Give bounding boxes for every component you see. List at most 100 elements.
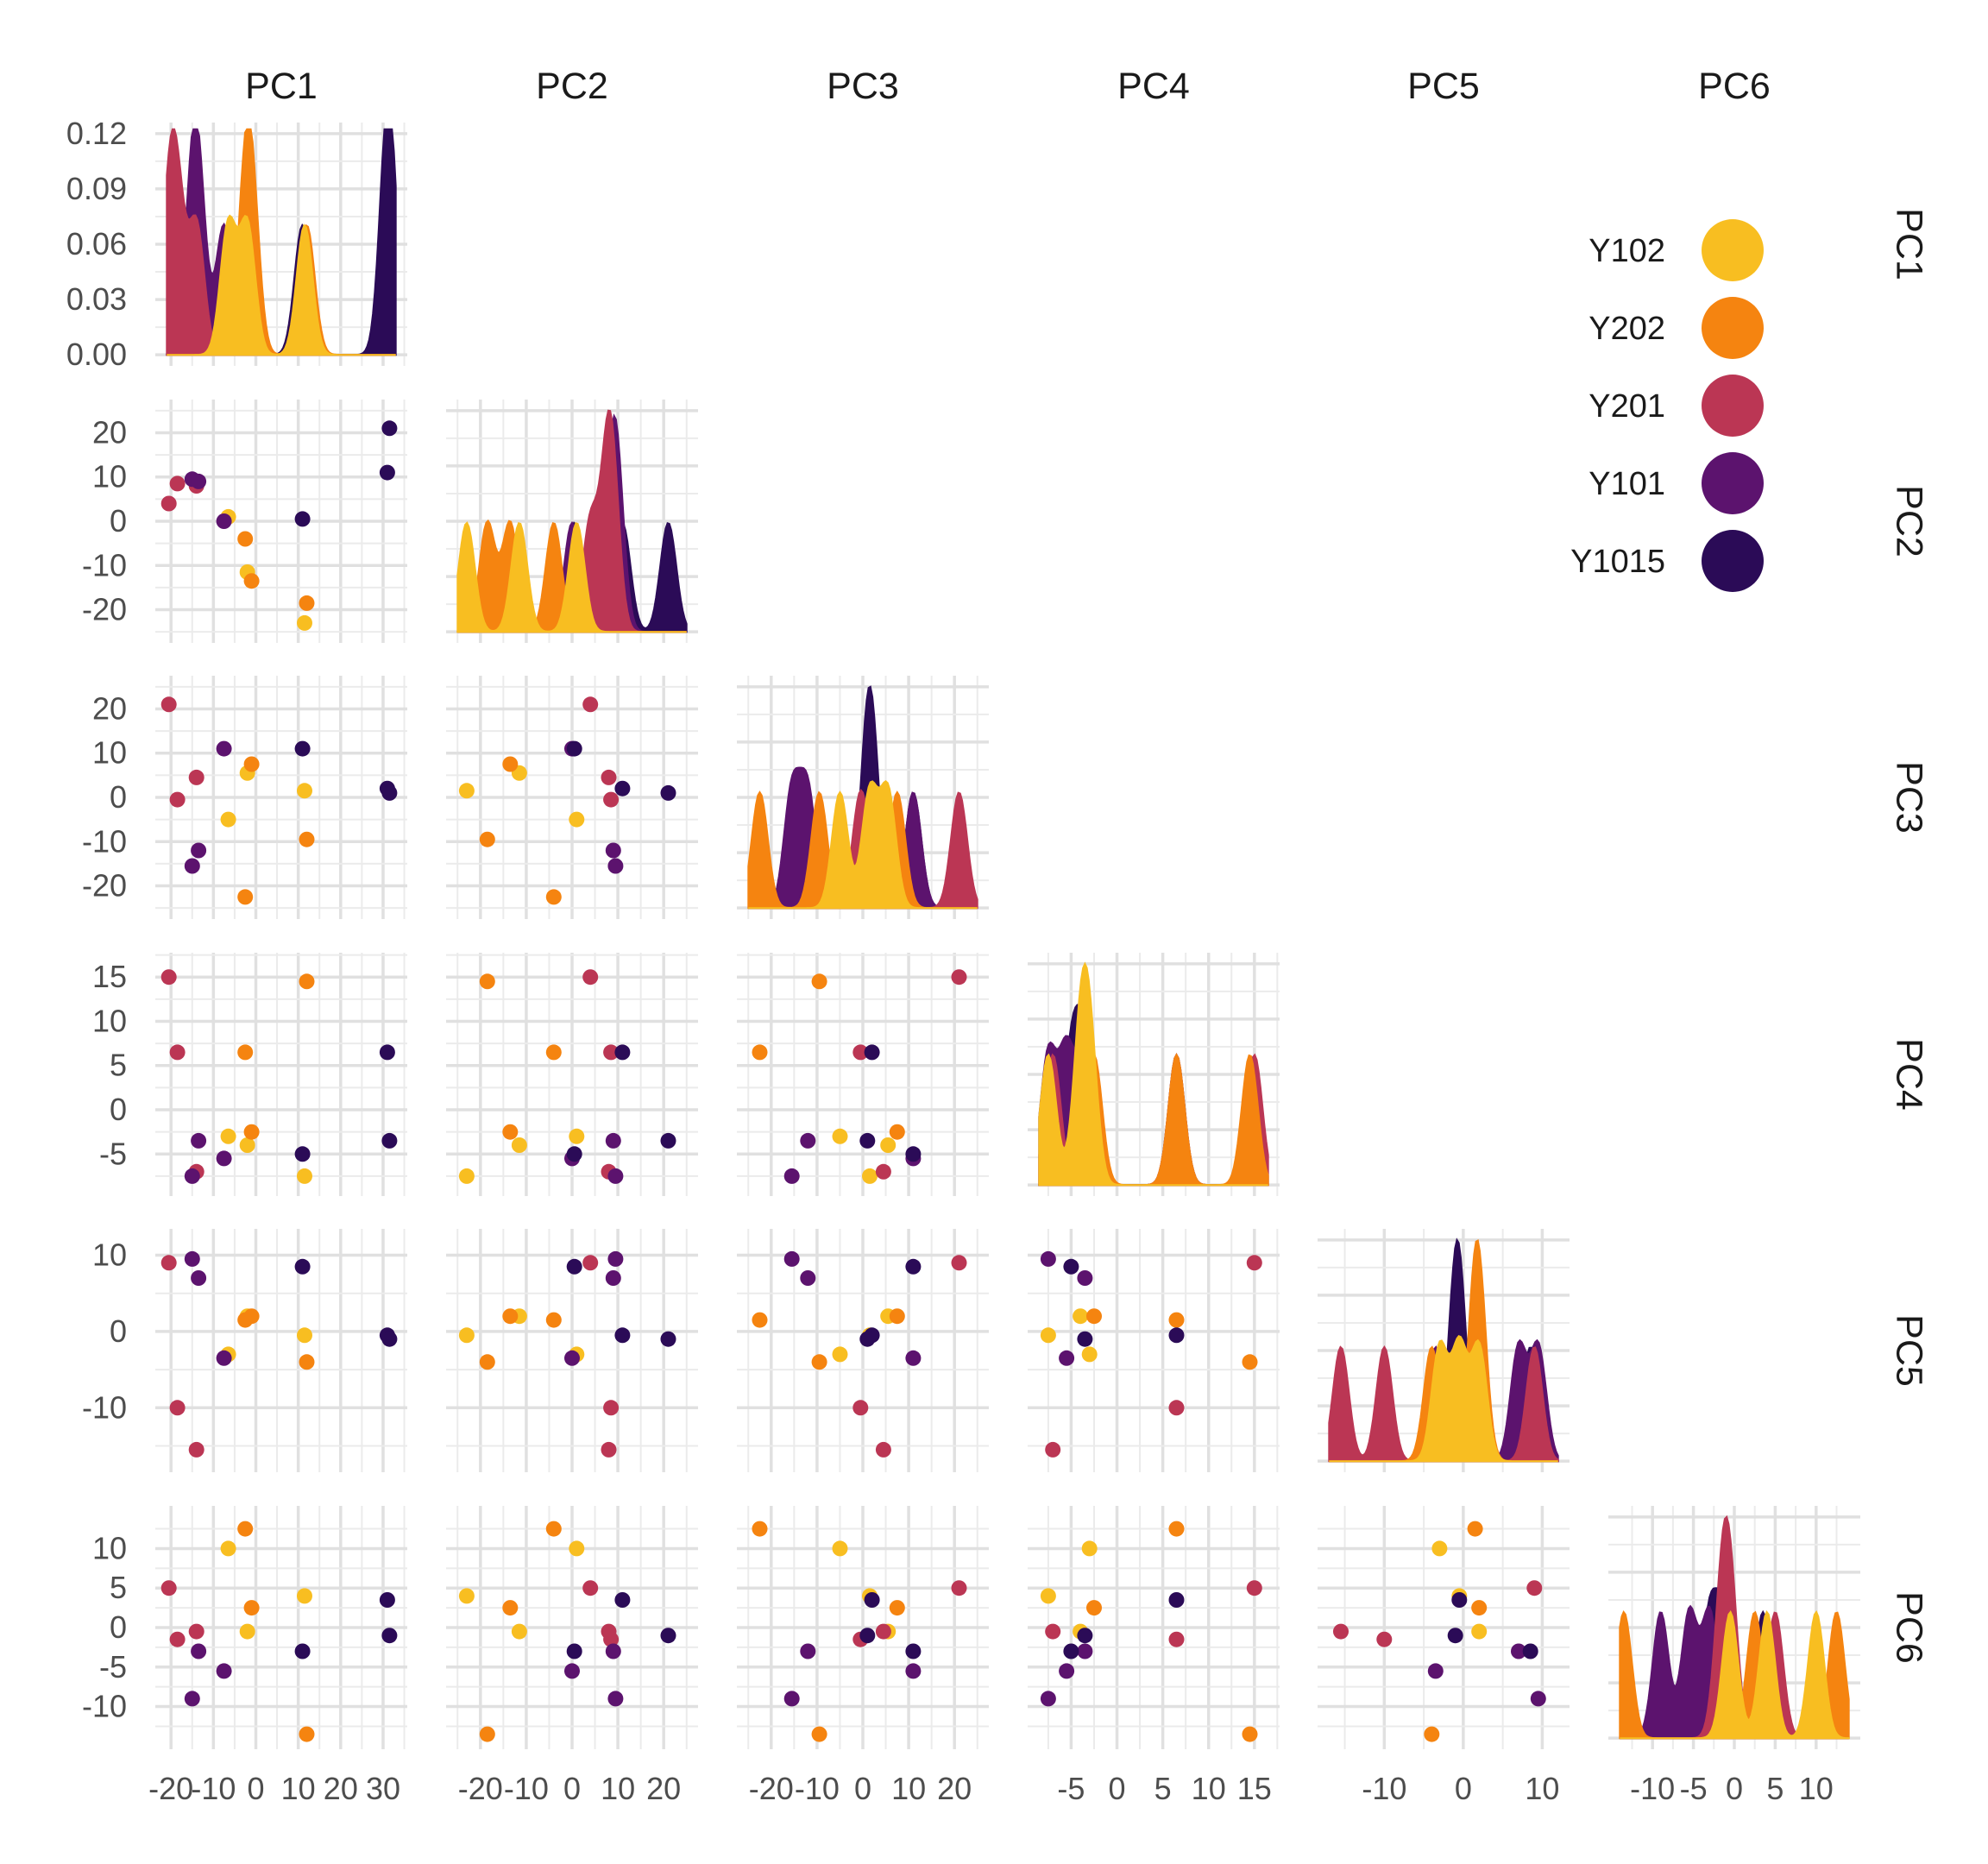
x-tick-label: -10 xyxy=(191,1771,236,1806)
point-layer xyxy=(458,1250,676,1458)
point-y1015 xyxy=(1077,1331,1093,1347)
point-y1015 xyxy=(381,784,398,801)
y-tick-label: 0.12 xyxy=(66,116,127,151)
strip-labels: PC1 PC2 PC3 PC4 PC5 PC6 PC1 PC2 PC3 PC4 PC5 PC6 xyxy=(245,66,1929,1664)
point-y202 xyxy=(1242,1354,1258,1370)
legend-key xyxy=(1702,375,1764,437)
point-y101 xyxy=(1059,1350,1075,1366)
y-tick-label: -5 xyxy=(99,1136,127,1171)
gridlines xyxy=(155,676,407,919)
point-y202 xyxy=(752,1044,768,1061)
x-tick-label: 0 xyxy=(247,1771,264,1806)
point-y1015 xyxy=(864,1044,880,1061)
panel-pc5-vs-pc5 xyxy=(1318,1229,1570,1472)
x-tick-label: -10 xyxy=(504,1771,549,1806)
y-tick-label: -10 xyxy=(82,547,127,582)
legend-label: Y1015 xyxy=(1570,544,1665,580)
point-y102 xyxy=(1431,1540,1448,1557)
point-y202 xyxy=(237,889,254,905)
column-strip-pc2: PC2 xyxy=(536,66,608,107)
point-y201 xyxy=(188,1441,204,1458)
point-y101 xyxy=(800,1132,816,1149)
row-strip-pc2: PC2 xyxy=(1889,485,1930,557)
density-layer xyxy=(1328,1237,1559,1463)
point-y102 xyxy=(458,1168,475,1184)
gridlines xyxy=(1028,1229,1280,1472)
point-y202 xyxy=(299,595,315,611)
point-y1015 xyxy=(381,1628,398,1644)
column-strip-pc3: PC3 xyxy=(827,66,899,107)
point-y101 xyxy=(800,1643,816,1659)
point-y102 xyxy=(1073,1308,1089,1325)
point-y101 xyxy=(783,1250,800,1267)
legend-item-y1015: Y1015 xyxy=(1570,530,1764,592)
x-tick-label: 20 xyxy=(646,1771,681,1806)
point-y102 xyxy=(569,1128,585,1144)
gridlines xyxy=(155,1229,407,1472)
point-y1015 xyxy=(864,1592,880,1608)
point-y102 xyxy=(832,1540,848,1557)
density-y102 xyxy=(1620,1610,1850,1740)
point-y202 xyxy=(299,973,315,990)
point-y102 xyxy=(511,1137,527,1153)
point-y201 xyxy=(160,495,177,512)
y-tick-label: 0 xyxy=(110,1313,127,1349)
point-y1015 xyxy=(294,1643,311,1659)
point-y201 xyxy=(582,696,599,713)
x-tick-label: -5 xyxy=(1057,1771,1085,1806)
point-y201 xyxy=(601,769,617,785)
point-y202 xyxy=(752,1521,768,1537)
point-y1015 xyxy=(1451,1592,1468,1608)
point-y101 xyxy=(605,842,621,859)
panel-pc2-vs-pc2 xyxy=(446,400,698,643)
x-tick-label: 0 xyxy=(854,1771,871,1806)
point-y1015 xyxy=(660,784,676,801)
point-y201 xyxy=(852,1044,869,1061)
x-tick-label: -20 xyxy=(458,1771,503,1806)
point-y202 xyxy=(243,1600,260,1616)
point-y201 xyxy=(875,1623,891,1640)
x-tick-label: -20 xyxy=(749,1771,794,1806)
panel-pc1-vs-pc1 xyxy=(155,123,407,366)
legend-key xyxy=(1702,530,1764,592)
point-y102 xyxy=(239,1623,255,1640)
point-y202 xyxy=(545,1521,562,1537)
y-tick-label: 10 xyxy=(92,1237,127,1272)
legend: Y102 Y202 Y201 Y101 Y1015 xyxy=(1570,219,1764,592)
point-y101 xyxy=(1530,1691,1546,1707)
point-y1015 xyxy=(381,1132,398,1149)
x-tick-label: 10 xyxy=(1525,1771,1559,1806)
point-y202 xyxy=(1168,1521,1185,1537)
row-strip-pc1: PC1 xyxy=(1889,208,1930,280)
point-y201 xyxy=(1246,1255,1262,1271)
legend-label: Y102 xyxy=(1589,233,1665,269)
density-layer xyxy=(1619,1514,1850,1740)
point-y201 xyxy=(1045,1441,1061,1458)
point-y102 xyxy=(1471,1623,1488,1640)
point-y1015 xyxy=(1447,1628,1463,1644)
point-y1015 xyxy=(294,511,311,527)
gridlines xyxy=(155,1506,407,1749)
point-y101 xyxy=(607,1168,624,1184)
point-layer xyxy=(160,969,398,1184)
x-tick-label: 30 xyxy=(366,1771,400,1806)
point-y101 xyxy=(783,1691,800,1707)
point-y101 xyxy=(216,1350,232,1366)
panel-pc6-vs-pc3 xyxy=(737,1506,989,1749)
point-y101 xyxy=(607,1250,624,1267)
column-strip-pc1: PC1 xyxy=(245,66,318,107)
x-tick-label: 10 xyxy=(891,1771,926,1806)
point-y1015 xyxy=(294,1146,311,1162)
panel-pc4-vs-pc1 xyxy=(155,953,407,1196)
gridlines xyxy=(155,400,407,643)
y-tick-label: 10 xyxy=(92,1003,127,1038)
y-tick-label: 5 xyxy=(110,1048,127,1083)
gridlines xyxy=(737,953,989,1196)
point-y202 xyxy=(889,1124,905,1140)
point-y202 xyxy=(237,1044,254,1061)
point-y101 xyxy=(905,1663,922,1679)
point-y202 xyxy=(237,531,254,547)
point-y202 xyxy=(479,1726,495,1742)
point-y1015 xyxy=(566,1146,582,1162)
point-y201 xyxy=(1246,1580,1262,1596)
